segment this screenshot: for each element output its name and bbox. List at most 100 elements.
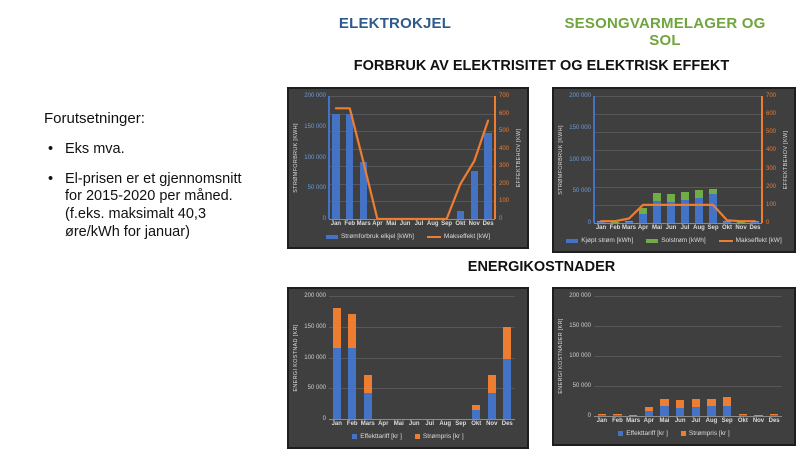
x-axis-tick-label: Nov bbox=[486, 421, 498, 427]
x-axis-tick-label: Des bbox=[501, 421, 513, 427]
x-axis-tick-label: Sep bbox=[455, 421, 467, 427]
bar-segment bbox=[707, 406, 716, 416]
y-axis-tick-label: 0 bbox=[587, 220, 591, 226]
x-axis-tick-label: Nov bbox=[752, 418, 765, 424]
secondary-y-axis-tick-label: 0 bbox=[499, 216, 503, 222]
gridline bbox=[594, 186, 762, 188]
secondary-y-axis-tick-label: 600 bbox=[499, 110, 510, 117]
x-axis-line bbox=[594, 223, 762, 224]
legend-label: Strømpris [kr ] bbox=[422, 433, 464, 440]
y-axis-tick-label: 150 000 bbox=[304, 123, 326, 130]
bar-segment bbox=[363, 374, 372, 394]
legend-label: Makseffekt [kW] bbox=[443, 233, 491, 240]
bar-segment bbox=[332, 114, 340, 219]
legend-swatch-icon bbox=[566, 238, 579, 243]
assumptions-list: • Eks mva. • El-prisen er et gjennomsnit… bbox=[44, 141, 270, 241]
y-axis-tick-label: 200 000 bbox=[569, 293, 591, 299]
bar-segment bbox=[660, 399, 669, 407]
x-axis-tick-label: Feb bbox=[344, 221, 356, 227]
bar-segment bbox=[629, 415, 638, 416]
x-axis-tick-label: Aug bbox=[426, 221, 439, 227]
gridline bbox=[329, 113, 495, 115]
y-axis-tick-label: 100 000 bbox=[304, 154, 326, 161]
x-axis-tick-label: Mars bbox=[622, 225, 637, 231]
x-axis-tick-label: Aug bbox=[693, 225, 705, 231]
x-axis-tick-label: Aug bbox=[439, 421, 452, 427]
bar-segment bbox=[653, 200, 661, 223]
bar-segment bbox=[723, 221, 731, 223]
chart-sesong-kostnad: 0 50 000 100 000 150 000 200 000 ENERGI KOSTN… bbox=[552, 287, 796, 446]
bar-segment bbox=[676, 400, 685, 408]
bar-segment bbox=[613, 414, 622, 416]
bar-segment bbox=[681, 200, 689, 223]
gridline bbox=[594, 356, 782, 357]
bar-segment bbox=[597, 414, 606, 416]
y-axis-tick-label: 150 000 bbox=[569, 124, 591, 131]
chart-legend: Effekttariff [kr ] Strømpris [kr ] bbox=[289, 433, 527, 440]
secondary-y-axis-title: EFFEKTBEHOV [KW] bbox=[783, 130, 789, 189]
secondary-y-axis-tick-label: 0 bbox=[766, 220, 770, 226]
bar-segment bbox=[359, 162, 368, 219]
bar-segment bbox=[709, 194, 717, 223]
column-header-sesongvarmelager-og-sol: SESONGVARMELAGER OG SOL bbox=[564, 15, 766, 49]
y-axis-tick-label: 50 000 bbox=[307, 385, 326, 392]
assumption-item: • El-prisen er et gjennomsnitt for 2015-… bbox=[44, 171, 261, 242]
bar-segment bbox=[348, 314, 357, 349]
secondary-y-axis-tick-label: 700 bbox=[499, 93, 510, 99]
x-axis-tick-label: Jan bbox=[595, 225, 607, 231]
y-axis-tick-label: 150 000 bbox=[569, 323, 591, 329]
secondary-y-axis-tick-label: 400 bbox=[766, 147, 777, 154]
secondary-y-axis-tick-label: 400 bbox=[499, 145, 510, 152]
y-axis-tick-label: 50 000 bbox=[572, 188, 591, 195]
x-axis-tick-label: Apr bbox=[378, 421, 389, 427]
y-axis-title: STRØMFORBRUK [KWH] bbox=[293, 122, 299, 193]
y-axis-line bbox=[593, 96, 595, 223]
bar-segment bbox=[754, 414, 763, 416]
bar-segment bbox=[723, 405, 732, 416]
x-axis-tick-label: Jul bbox=[414, 221, 424, 227]
y-axis-tick-label: 100 000 bbox=[569, 353, 591, 359]
legend-label: Effekttariff [kr ] bbox=[360, 433, 402, 440]
bar-segment bbox=[738, 415, 747, 416]
assumption-text: El-prisen er et gjennomsnitt for 2015-20… bbox=[65, 170, 242, 240]
legend-item: Strømpris [kr ] bbox=[414, 433, 464, 440]
x-axis-tick-label: Mai bbox=[386, 221, 397, 227]
secondary-y-axis-tick-label: 600 bbox=[766, 111, 777, 118]
bar-segment bbox=[660, 406, 669, 416]
bar-segment bbox=[639, 208, 647, 215]
assumption-text: Eks mva. bbox=[65, 141, 125, 157]
legend-label: Solstrøm [kWh] bbox=[661, 237, 706, 244]
gridline bbox=[329, 96, 495, 97]
y-axis-tick-label: 200 000 bbox=[304, 93, 326, 99]
assumptions-heading: Forutsetninger: bbox=[44, 110, 145, 127]
bar-segment bbox=[487, 393, 496, 419]
bar-segment bbox=[470, 171, 478, 219]
x-axis-tick-label: Feb bbox=[346, 421, 358, 427]
x-axis-tick-label: Aug bbox=[705, 418, 718, 424]
x-axis-tick-label: Apr bbox=[637, 225, 649, 231]
x-axis-tick-label: Jan bbox=[330, 221, 342, 227]
x-axis-tick-label: Apr bbox=[643, 418, 654, 424]
legend-item: Effekttariff [kr ] bbox=[618, 430, 668, 437]
legend-item: Makseffekt [kW] bbox=[426, 233, 491, 240]
x-axis-tick-label: Des bbox=[482, 221, 494, 227]
x-axis-tick-label: Jan bbox=[331, 421, 342, 427]
x-axis-tick-label: Okt bbox=[471, 421, 482, 427]
bar-segment bbox=[484, 132, 492, 219]
bar-segment bbox=[597, 415, 606, 416]
secondary-y-axis-tick-label: 100 bbox=[766, 201, 777, 208]
x-axis-tick-label: Jul bbox=[425, 421, 435, 427]
bar-segment bbox=[625, 220, 633, 222]
chart-elkjel-kostnad: 0 50 000 100 000 150 000 200 000 ENERGI KOSTN… bbox=[287, 287, 529, 449]
gridline bbox=[329, 201, 495, 203]
secondary-y-axis-tick-label: 200 bbox=[499, 180, 510, 187]
bar-segment bbox=[332, 308, 341, 349]
bar-segment bbox=[472, 409, 481, 419]
bar-segment bbox=[751, 221, 759, 223]
bar-segment bbox=[503, 358, 512, 419]
gridline bbox=[329, 148, 495, 150]
legend-label: Strømpris [kr ] bbox=[688, 430, 730, 437]
bar-segment bbox=[695, 197, 703, 223]
bar-segment bbox=[487, 375, 496, 394]
legend-label: Makseffekt [kW] bbox=[735, 237, 782, 244]
